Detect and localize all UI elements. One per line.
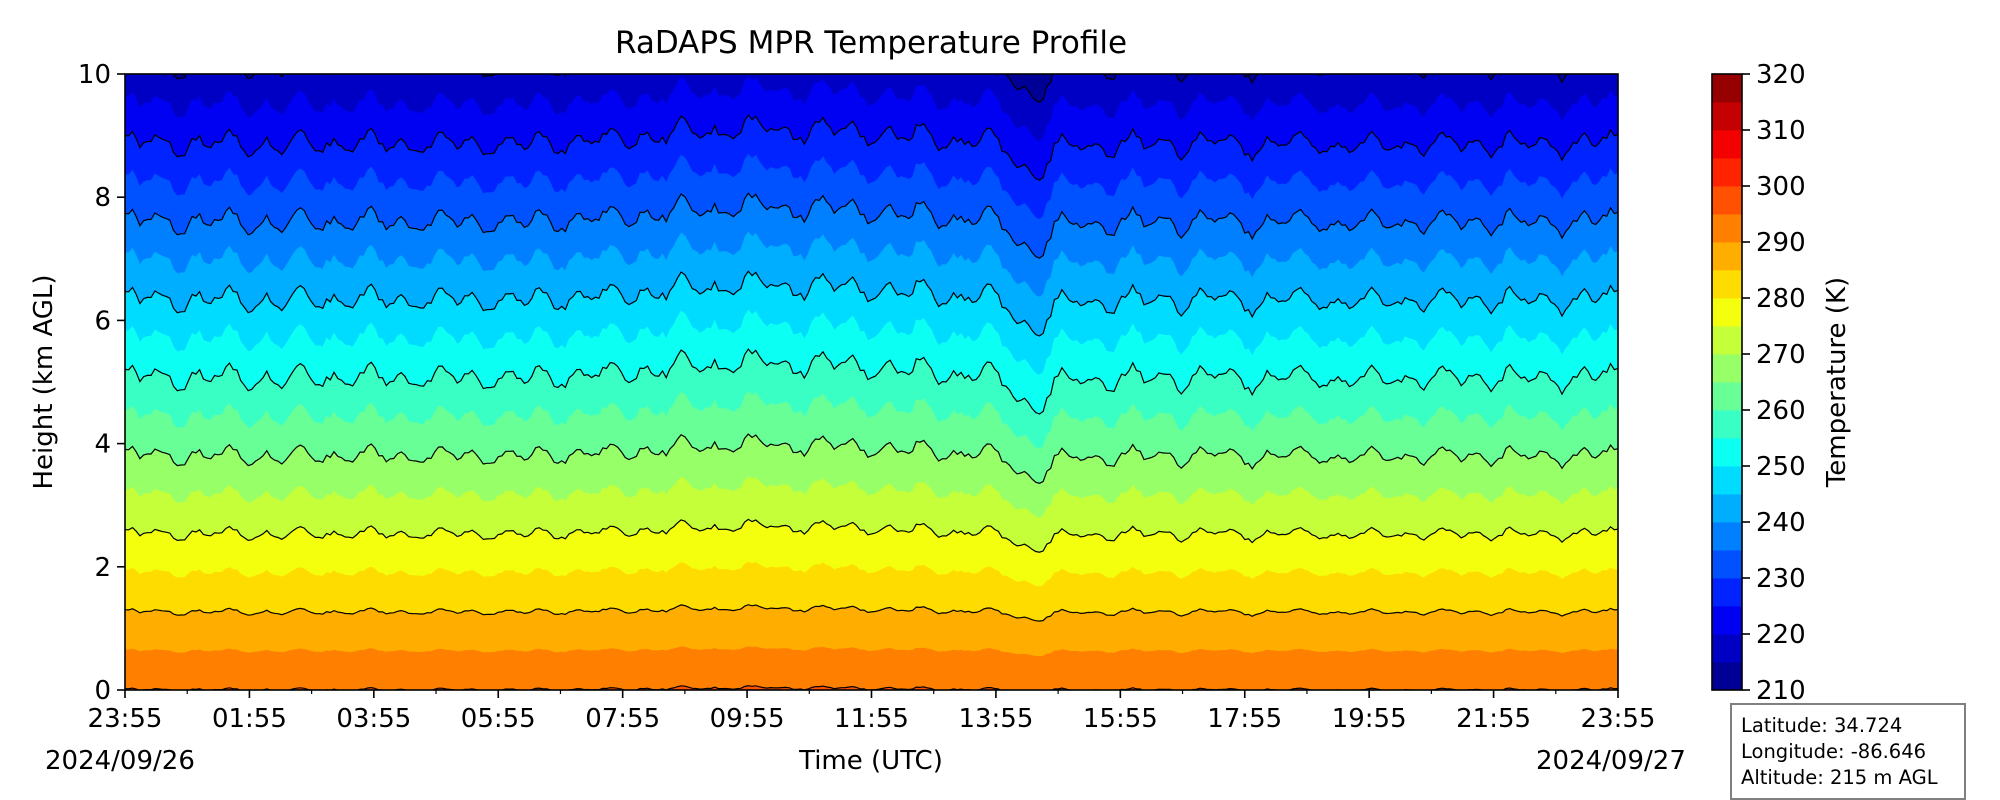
colorbar-segment bbox=[1712, 102, 1742, 131]
colorbar-segment bbox=[1712, 326, 1742, 355]
colorbar-segment bbox=[1712, 522, 1742, 551]
x-axis: 23:55 01:55 03:55 05:55 07:55 09:55 11:55 13:55… bbox=[88, 690, 1656, 734]
colorbar-segment bbox=[1712, 662, 1742, 691]
temperature-fill bbox=[125, 74, 1618, 690]
x-tick-label: 03:55 bbox=[336, 704, 411, 734]
colorbar-tick-label: 240 bbox=[1756, 508, 1806, 538]
start-date-label: 2024/09/26 bbox=[45, 746, 195, 776]
x-tick-label: 17:55 bbox=[1207, 704, 1282, 734]
colorbar: 210 220 230 240 250 260 270 280 290 300 310 320 bbox=[1711, 60, 1806, 706]
y-tick-label: 4 bbox=[94, 430, 111, 460]
colorbar-tick-label: 250 bbox=[1756, 452, 1806, 482]
colorbar-segment bbox=[1712, 298, 1742, 327]
colorbar-segment bbox=[1712, 242, 1742, 271]
colorbar-segment bbox=[1712, 466, 1742, 495]
colorbar-segment bbox=[1712, 494, 1742, 523]
y-tick-label: 2 bbox=[94, 553, 111, 583]
colorbar-tick-label: 220 bbox=[1756, 620, 1806, 650]
colorbar-label: Temperature (K) bbox=[1822, 277, 1852, 488]
colorbar-segment bbox=[1712, 74, 1742, 103]
colorbar-segment bbox=[1712, 214, 1742, 243]
colorbar-tick-label: 270 bbox=[1756, 340, 1806, 370]
x-tick-label: 15:55 bbox=[1083, 704, 1158, 734]
colorbar-segment bbox=[1712, 130, 1742, 159]
colorbar-segment bbox=[1712, 186, 1742, 215]
colorbar-segment bbox=[1712, 606, 1742, 635]
colorbar-segment bbox=[1712, 270, 1742, 299]
isotherm-235 bbox=[125, 192, 1618, 259]
colorbar-tick-label: 260 bbox=[1756, 396, 1806, 426]
x-axis-label: Time (UTC) bbox=[798, 746, 943, 776]
station-longitude: Longitude: -86.646 bbox=[1741, 740, 1927, 763]
y-axis-label: Height (km AGL) bbox=[29, 274, 59, 489]
colorbar-segment bbox=[1712, 438, 1742, 467]
x-tick-label: 07:55 bbox=[585, 704, 660, 734]
x-tick-label: 11:55 bbox=[834, 704, 909, 734]
station-latitude: Latitude: 34.724 bbox=[1741, 714, 1903, 737]
x-tick-label: 23:55 bbox=[1581, 704, 1656, 734]
colorbar-segment bbox=[1712, 410, 1742, 439]
colorbar-segment bbox=[1712, 158, 1742, 187]
colorbar-tick-label: 290 bbox=[1756, 228, 1806, 258]
x-tick-label: 23:55 bbox=[88, 704, 163, 734]
x-tick-label: 05:55 bbox=[461, 704, 536, 734]
isotherm-285 bbox=[125, 604, 1618, 622]
colorbar-tick-label: 230 bbox=[1756, 564, 1806, 594]
isotherm-255 bbox=[125, 348, 1618, 415]
x-tick-label: 13:55 bbox=[958, 704, 1033, 734]
isotherm-265 bbox=[125, 433, 1618, 484]
x-tick-label: 01:55 bbox=[212, 704, 287, 734]
isotherm-275 bbox=[125, 518, 1618, 553]
y-axis: 0 2 4 6 8 10 bbox=[78, 60, 125, 706]
end-date-label: 2024/09/27 bbox=[1536, 746, 1686, 776]
y-tick-label: 6 bbox=[94, 306, 111, 336]
colorbar-segment bbox=[1712, 634, 1742, 663]
y-tick-label: 10 bbox=[78, 60, 111, 90]
colorbar-segment bbox=[1712, 354, 1742, 383]
colorbar-frame bbox=[1711, 73, 1743, 691]
colorbar-tick-label: 310 bbox=[1756, 116, 1806, 146]
x-tick-label: 21:55 bbox=[1456, 704, 1531, 734]
colorbar-tick-label: 210 bbox=[1756, 676, 1806, 706]
y-tick-label: 8 bbox=[94, 183, 111, 213]
colorbar-segment bbox=[1712, 550, 1742, 579]
colorbar-tick-label: 300 bbox=[1756, 172, 1806, 202]
isotherm-245 bbox=[125, 270, 1618, 337]
y-tick-label: 0 bbox=[94, 676, 111, 706]
colorbar-tick-label: 320 bbox=[1756, 60, 1806, 90]
isotherm-225 bbox=[125, 114, 1618, 181]
x-tick-label: 09:55 bbox=[710, 704, 785, 734]
colorbar-tick-label: 280 bbox=[1756, 284, 1806, 314]
station-info-box: Latitude: 34.724 Longitude: -86.646 Alti… bbox=[1730, 703, 1966, 800]
chart-title: RaDAPS MPR Temperature Profile bbox=[615, 25, 1127, 61]
temperature-band-290 bbox=[125, 646, 1618, 690]
x-tick-label: 19:55 bbox=[1332, 704, 1407, 734]
station-altitude: Altitude: 215 m AGL bbox=[1741, 766, 1938, 789]
colorbar-segment bbox=[1712, 382, 1742, 411]
colorbar-segment bbox=[1712, 578, 1742, 607]
